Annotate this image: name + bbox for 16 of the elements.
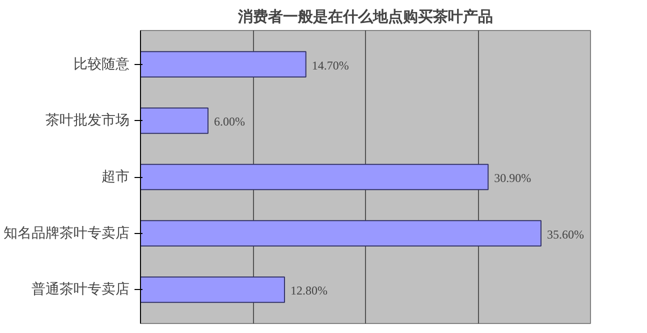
data-label: 35.60% (547, 227, 584, 242)
data-label: 12.80% (290, 284, 328, 298)
y-tick-label: 比较随意 (74, 56, 130, 72)
bar (140, 51, 306, 78)
data-label: 14.70% (312, 58, 349, 72)
y-tick-label: 超市 (102, 169, 130, 185)
chart-title: 消费者一般是在什么地点购买茶叶产品 (237, 8, 493, 26)
y-tick-label: 茶叶批发市场 (46, 112, 130, 129)
bar (140, 276, 285, 303)
y-tick-label: 知名品牌茶叶专卖店 (4, 225, 130, 242)
y-tick-label: 普通茶叶专卖店 (32, 280, 130, 298)
data-label: 30.90% (494, 171, 532, 185)
data-label: 6.00% (214, 114, 245, 129)
bar (140, 164, 489, 190)
bar (140, 107, 208, 134)
bar (140, 220, 542, 247)
